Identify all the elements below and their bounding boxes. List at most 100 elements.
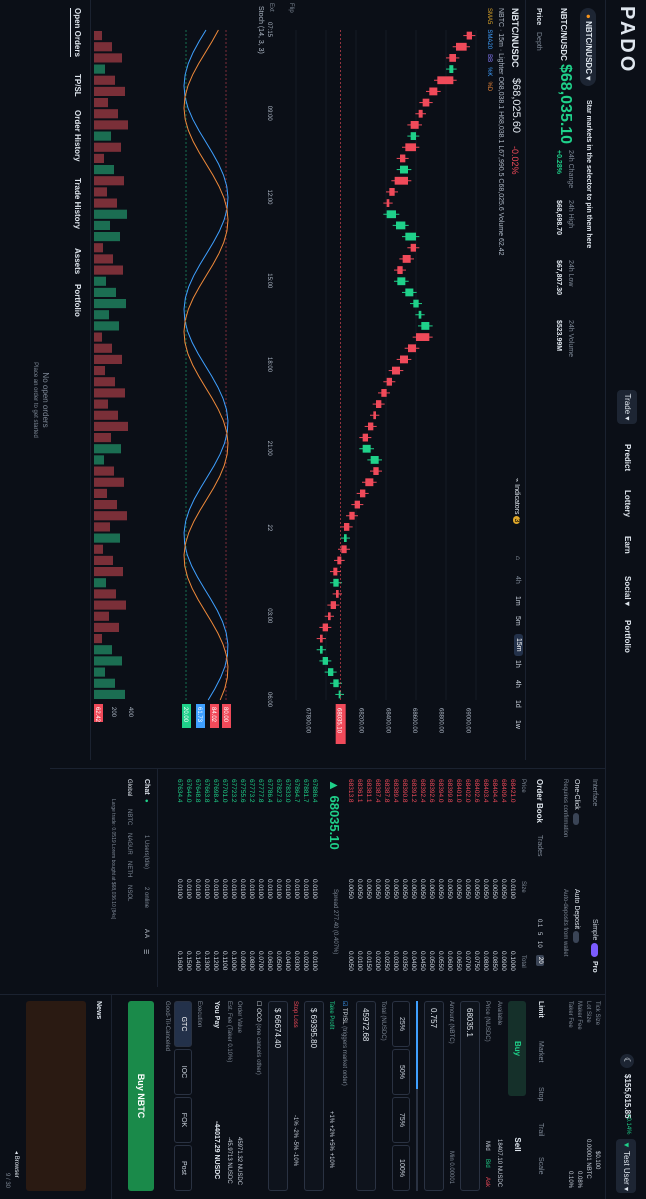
chat-channel-global[interactable]: Global	[126, 779, 132, 797]
user-menu[interactable]: ▼ Test User ▾	[616, 1139, 636, 1193]
tp-step-1[interactable]: +1%	[328, 1111, 334, 1124]
size-20[interactable]: 20	[536, 955, 544, 966]
ask-row[interactable]: 68361.1 0.0050 0.0100	[354, 779, 363, 979]
nav-lottery[interactable]: Lottery	[623, 490, 632, 518]
price-ref-bid[interactable]: Bid	[484, 1159, 490, 1168]
sl-step-1[interactable]: -1%	[292, 1115, 298, 1126]
chat-channel-nsol[interactable]: NSOL	[126, 885, 132, 902]
ask-row[interactable]: 68313.8 0.0050 0.0050	[345, 779, 354, 979]
bid-row[interactable]: 67698.4 0.0100 0.1200	[210, 779, 219, 979]
tab-order-history[interactable]: Order History	[73, 110, 82, 162]
chat-channel-nagur[interactable]: NAGUR	[126, 833, 132, 855]
ask-row[interactable]: 68389.4 0.0050 0.0300	[390, 779, 399, 979]
auto-deposit-toggle[interactable]	[573, 931, 579, 943]
sell-tab[interactable]: Sell	[513, 1137, 522, 1152]
ask-row[interactable]: 68403.4 0.0050 0.0800	[480, 779, 489, 979]
price-ref-mid[interactable]: Mid	[484, 1141, 490, 1151]
news-card[interactable]	[26, 1001, 86, 1191]
ask-row[interactable]: 68421.0 0.0100 0.1000	[507, 779, 516, 979]
one-click-toggle[interactable]	[573, 813, 579, 825]
pct-75[interactable]: 75%	[392, 1097, 410, 1143]
chart-canvas[interactable]: 69000.00 68800.00 68600.00 68400.00 68200.00…	[91, 0, 526, 760]
price-ref-ask[interactable]: Ask	[484, 1177, 490, 1188]
ask-row[interactable]: 68409.4 0.0050 0.0900	[498, 779, 507, 979]
size-5[interactable]: 5	[536, 932, 542, 936]
tpsl-toggle[interactable]: ☑ TP/SL (triggers market order)	[341, 1001, 348, 1086]
nav-earn[interactable]: Earn	[623, 536, 632, 554]
total-input[interactable]: 45972.68	[356, 1001, 376, 1191]
type-trail[interactable]: Trail	[537, 1123, 544, 1137]
ask-row[interactable]: 68404.4 0.0050 0.0850	[489, 779, 498, 979]
type-scale[interactable]: Scale	[537, 1157, 544, 1175]
bid-row[interactable]: 67881.7 0.0100 0.0200	[300, 779, 309, 979]
bid-row[interactable]: 67701.0 0.0100 0.1100	[219, 779, 228, 979]
bid-row[interactable]: 67648.8 0.0100 0.1400	[192, 779, 201, 979]
tab-price[interactable]: Price	[535, 8, 542, 26]
bid-row[interactable]: 67886.4 0.0100 0.0100	[309, 779, 318, 979]
ask-row[interactable]: 68387.8 0.0050 0.0250	[381, 779, 390, 979]
chat-menu-icon[interactable]: ☰	[142, 949, 148, 955]
tp-step-10[interactable]: +10%	[328, 1152, 334, 1169]
bid-row[interactable]: 67833.0 0.0100 0.0400	[282, 779, 291, 979]
bid-row[interactable]: 67827.3 0.0100 0.0500	[273, 779, 282, 979]
sl-input[interactable]: $ 66674.40	[268, 1001, 288, 1191]
bid-row[interactable]: 67644.0 0.0100 0.1500	[183, 779, 192, 979]
ask-row[interactable]: 68402.6 0.0050 0.0750	[471, 779, 480, 979]
tp-step-2[interactable]: +2%	[328, 1124, 334, 1138]
tab-depth[interactable]: Depth	[535, 32, 542, 51]
bid-row[interactable]: 67634.4 0.0100 0.1600	[174, 779, 183, 979]
ask-row[interactable]: 68402.0 0.0050 0.0700	[462, 779, 471, 979]
nav-predict[interactable]: Predict	[623, 444, 632, 472]
ask-row[interactable]: 68387.4 0.0050 0.0200	[372, 779, 381, 979]
bid-row[interactable]: 67864.7 0.0100 0.0300	[291, 779, 300, 979]
buy-nbtc-button[interactable]: Buy NBTC	[128, 1001, 154, 1191]
tp-step-5[interactable]: +5%	[328, 1138, 334, 1151]
amount-input[interactable]: 0.757	[424, 1001, 444, 1191]
ask-row[interactable]: 68394.0 0.0050 0.0550	[435, 779, 444, 979]
nav-trade[interactable]: Trade ▾	[617, 390, 637, 424]
exec-ioc[interactable]: IOC	[174, 1049, 192, 1095]
theme-toggle-icon[interactable]: ☾	[620, 1054, 634, 1068]
price-chart[interactable]: NBTC/NUSDC $68,025.60 -0.02% NBTC · 15m …	[94, 0, 526, 760]
ask-row[interactable]: 68381.1 0.0050 0.0150	[363, 779, 372, 979]
nav-portfolio[interactable]: Portfolio	[623, 620, 632, 653]
tp-input[interactable]: $ 69395.80	[304, 1001, 324, 1191]
sl-step-5[interactable]: -5%	[292, 1139, 298, 1151]
nav-social[interactable]: Social ▾	[623, 576, 632, 606]
chat-font-size-icon[interactable]: A A	[143, 929, 149, 939]
tab-open-orders[interactable]: Open Orders	[70, 8, 82, 57]
order-book-tab[interactable]: Order Book	[535, 779, 544, 824]
ask-row[interactable]: 68399.8 0.0050 0.0600	[444, 779, 453, 979]
ask-row[interactable]: 68392.4 0.0050 0.0450	[417, 779, 426, 979]
exec-fok[interactable]: FOK	[174, 1097, 192, 1143]
size-10[interactable]: 10	[536, 941, 542, 948]
tab-assets[interactable]: Assets	[73, 248, 82, 275]
tab-tpsl[interactable]: TP/SL	[73, 74, 82, 97]
tab-portfolio[interactable]: Portfolio	[73, 284, 82, 317]
pct-100[interactable]: 100%	[392, 1145, 410, 1191]
exec-gtc[interactable]: GTC	[174, 1001, 192, 1047]
bid-row[interactable]: 67777.8 0.0100 0.0700	[255, 779, 264, 979]
type-limit[interactable]: Limit	[537, 1001, 544, 1018]
interface-toggle[interactable]	[591, 943, 598, 957]
size-0-1[interactable]: 0.1	[536, 919, 542, 928]
interface-pro[interactable]: Pro	[591, 961, 598, 973]
bid-row[interactable]: 67723.2 0.0100 0.1000	[228, 779, 237, 979]
bid-row[interactable]: 67786.4 0.0100 0.0600	[264, 779, 273, 979]
buy-tab[interactable]: Buy	[508, 1001, 526, 1096]
chat-title[interactable]: Chat	[143, 779, 150, 795]
chat-channel-nbtc[interactable]: NBTC	[126, 809, 132, 826]
pct-50[interactable]: 50%	[392, 1049, 410, 1095]
bid-row[interactable]: 67755.6 0.0100 0.0900	[237, 779, 246, 979]
ask-row[interactable]: 68391.2 0.0050 0.0400	[408, 779, 417, 979]
ask-row[interactable]: 68401.0 0.0050 0.0650	[453, 779, 462, 979]
exec-post[interactable]: Post	[174, 1145, 192, 1191]
type-stop[interactable]: Stop	[537, 1087, 544, 1102]
oco-toggle[interactable]: ☐ OCO (one cancels other)	[255, 1001, 262, 1075]
ask-row[interactable]: 68392.6 0.0050 0.0500	[426, 779, 435, 979]
price-input[interactable]: 68035.1	[460, 1001, 480, 1191]
ask-row[interactable]: 68390.8 0.0050 0.0350	[399, 779, 408, 979]
interface-simple[interactable]: Simple	[591, 919, 598, 941]
sl-step-10[interactable]: -10%	[292, 1152, 298, 1167]
pair-selector[interactable]: ● NBTC/NUSDC ▾	[580, 8, 596, 87]
